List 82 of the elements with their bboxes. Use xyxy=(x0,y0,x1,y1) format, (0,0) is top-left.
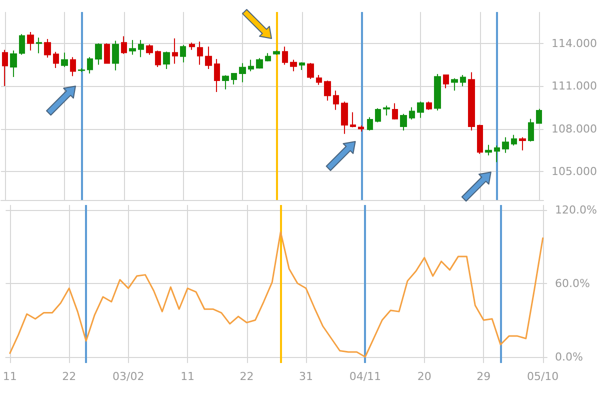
candlestick xyxy=(324,80,331,102)
candlestick xyxy=(104,42,110,64)
line-series xyxy=(9,231,544,358)
candlestick xyxy=(172,38,178,64)
candlestick xyxy=(468,72,475,131)
candlestick xyxy=(502,136,509,154)
candlestick xyxy=(307,62,314,80)
candlestick xyxy=(485,144,492,156)
x-tick-label: 05/10 xyxy=(526,370,559,383)
candlestick xyxy=(214,58,220,93)
candlestick xyxy=(53,51,59,68)
candlestick xyxy=(409,106,415,120)
x-tick-label: 22 xyxy=(240,370,254,383)
y-tick-label: 111.000 xyxy=(552,80,598,93)
candlestick xyxy=(121,36,127,54)
candlestick xyxy=(451,78,458,92)
candlestick xyxy=(341,101,348,134)
candlestick xyxy=(282,46,288,66)
candlestick xyxy=(460,74,466,87)
x-tick-label: 04/11 xyxy=(349,370,382,383)
candlestick xyxy=(239,62,246,83)
candlestick xyxy=(36,37,42,54)
candlestick xyxy=(536,108,542,124)
candlestick xyxy=(392,102,398,120)
candlestick xyxy=(112,40,119,71)
candlestick xyxy=(426,101,432,110)
candlestick xyxy=(19,34,25,56)
candlestick xyxy=(231,72,237,85)
candlestick xyxy=(44,38,51,58)
candlestick xyxy=(155,50,161,68)
x-tick-label: 11 xyxy=(180,370,195,383)
candlestick xyxy=(494,144,500,163)
candlestick xyxy=(528,118,534,142)
x-tick-label: 31 xyxy=(298,370,313,383)
candlestick xyxy=(87,56,93,74)
candlestick xyxy=(273,50,280,56)
x-tick-label: 11 xyxy=(2,370,17,383)
candlestick xyxy=(163,51,170,70)
candlestick xyxy=(138,40,144,58)
candlestick xyxy=(367,116,373,131)
candlestick xyxy=(248,59,254,72)
candlestick xyxy=(358,125,364,132)
candlestick xyxy=(129,40,136,56)
x-tick-label: 22 xyxy=(62,370,76,383)
y-tick-label: 120.0% xyxy=(555,203,598,216)
candlestick xyxy=(189,42,195,50)
candlestick xyxy=(95,42,102,66)
y-tick-label: 114.000 xyxy=(552,36,598,50)
candlestick xyxy=(383,105,390,116)
y-tick-label: 60.0% xyxy=(555,276,590,290)
x-tick-label: 20 xyxy=(417,370,432,383)
x-tick-label: 03/02 xyxy=(112,370,144,383)
candlestick xyxy=(299,62,305,70)
candlestick xyxy=(400,113,407,131)
candlestick xyxy=(290,59,297,72)
candlestick xyxy=(477,124,483,154)
candlestick xyxy=(146,44,153,56)
candlestick xyxy=(70,56,76,77)
candlestick xyxy=(417,101,424,118)
y-tick-label: 105.000 xyxy=(552,165,598,178)
candlestick xyxy=(2,49,8,87)
candlestick xyxy=(222,74,229,90)
candlestick xyxy=(61,52,68,68)
candlestick xyxy=(10,50,17,78)
candlestick xyxy=(350,112,356,128)
candlestick xyxy=(519,136,526,151)
candlestick xyxy=(333,90,339,110)
candlestick xyxy=(27,31,34,51)
candlestick xyxy=(375,108,381,123)
candlestick xyxy=(197,41,203,66)
y-tick-label: 108.000 xyxy=(552,122,598,136)
candlestick xyxy=(205,46,212,70)
candlestick xyxy=(265,52,271,62)
y-tick-label: 0.0% xyxy=(555,350,584,364)
candlestick xyxy=(180,44,186,63)
candlestick xyxy=(511,134,517,146)
candlestick xyxy=(78,68,85,72)
candlestick xyxy=(443,74,449,89)
candlestick xyxy=(434,73,441,112)
x-tick-label: 29 xyxy=(476,370,491,383)
candlestick xyxy=(316,74,322,86)
candlestick xyxy=(256,58,263,70)
